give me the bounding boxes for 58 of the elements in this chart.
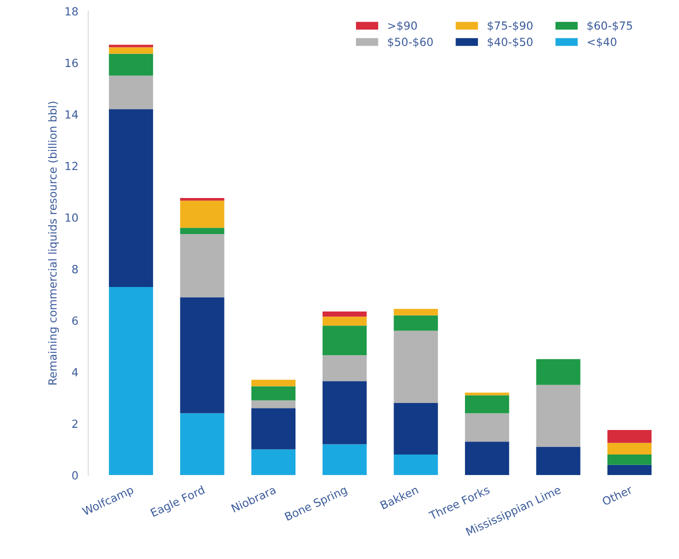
bar — [322, 326, 367, 356]
y-tick-label: 10 — [66, 213, 78, 222]
bar — [180, 234, 224, 298]
bar — [180, 198, 224, 201]
bar — [536, 359, 580, 385]
bar — [607, 454, 652, 465]
bar — [108, 44, 154, 48]
bar — [394, 308, 438, 316]
bar — [180, 413, 224, 476]
bar — [108, 54, 154, 76]
y-tick-label: 8 — [72, 264, 78, 274]
bar — [394, 315, 438, 331]
bar — [251, 380, 296, 386]
bar — [251, 449, 296, 476]
bar — [394, 330, 438, 403]
bar — [536, 446, 580, 476]
bar — [108, 47, 154, 54]
y-tick-label: 12 — [66, 162, 78, 170]
bar — [536, 384, 580, 447]
y-tick-label: 18 — [66, 7, 78, 16]
legend-label: $50-$60 — [388, 37, 433, 48]
x-tick-label: Eagle Ford — [150, 485, 206, 519]
legend-label: >$90 — [388, 21, 417, 32]
bar — [180, 228, 224, 234]
y-tick-label: 4 — [72, 368, 78, 376]
bar — [607, 442, 652, 455]
bar — [108, 76, 154, 110]
legend-label: $40-$50 — [488, 37, 533, 48]
y-tick-label: 6 — [72, 316, 78, 325]
bar — [322, 444, 367, 476]
legend-label: $75-$90 — [488, 21, 533, 32]
bar — [251, 386, 296, 400]
y-tick-label: 14 — [66, 110, 78, 119]
bar — [251, 408, 296, 450]
y-axis-title: Remaining commercial liquids resource (billion bbl) — [48, 102, 59, 384]
bar — [394, 454, 438, 476]
bar — [394, 402, 438, 455]
legend-label: $60-$75 — [588, 21, 632, 32]
bar — [464, 395, 510, 414]
y-tick-label: 0 — [72, 471, 78, 480]
bar — [322, 311, 367, 317]
bar — [180, 200, 224, 228]
bar — [464, 413, 510, 442]
x-tick-label: Other — [601, 484, 634, 506]
y-tick-label: 16 — [66, 58, 78, 68]
bar — [322, 381, 367, 444]
legend-label: <$40 — [588, 37, 616, 48]
bar — [464, 442, 510, 476]
bar — [464, 392, 510, 396]
bar — [607, 464, 652, 476]
bar — [251, 400, 296, 408]
bar — [108, 109, 154, 287]
bar — [180, 297, 224, 414]
bar — [322, 316, 367, 326]
bar — [607, 430, 652, 443]
bar — [322, 355, 367, 382]
bar — [108, 286, 154, 476]
y-tick-label: 2 — [72, 420, 78, 428]
